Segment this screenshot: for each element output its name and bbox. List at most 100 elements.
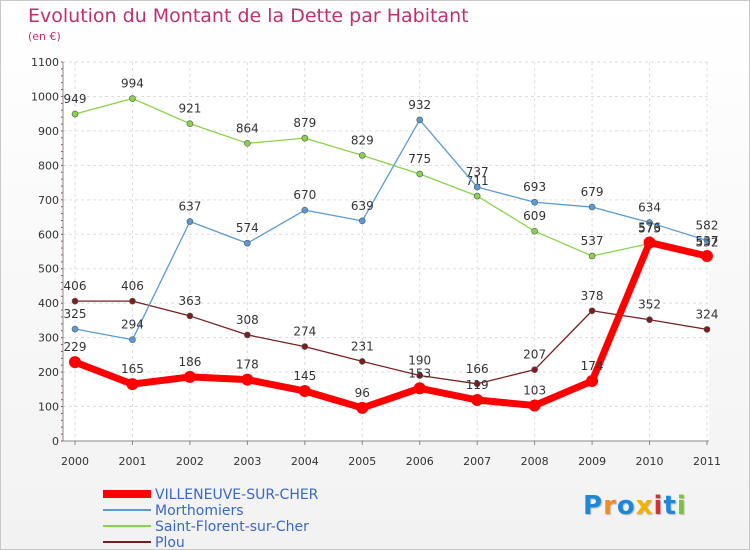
data-point-plou bbox=[186, 312, 194, 320]
data-label-morthomiers: 582 bbox=[696, 218, 719, 232]
data-point-morthomiers bbox=[416, 116, 424, 124]
data-label-villeneuve-sur-cher: 576 bbox=[638, 221, 661, 235]
x-tick-label: 2003 bbox=[233, 455, 261, 468]
data-point-plou bbox=[416, 372, 424, 379]
logo-letter: t bbox=[663, 491, 677, 521]
data-point-morthomiers bbox=[358, 217, 366, 225]
data-point-villeneuve-sur-cher bbox=[241, 373, 254, 386]
data-label-morthomiers: 679 bbox=[581, 185, 604, 199]
x-tick-label: 2004 bbox=[291, 455, 319, 468]
x-tick-label: 2005 bbox=[348, 455, 376, 468]
x-tick-label: 2009 bbox=[578, 455, 606, 468]
data-label-saint-florent-sur-cher: 864 bbox=[236, 121, 259, 135]
data-point-plou bbox=[703, 326, 711, 333]
y-tick-label: 1100 bbox=[31, 56, 59, 69]
data-label-plou: 363 bbox=[178, 294, 201, 308]
data-point-plou bbox=[71, 297, 79, 305]
data-point-villeneuve-sur-cher bbox=[643, 236, 656, 249]
data-label-saint-florent-sur-cher: 949 bbox=[64, 92, 87, 106]
data-label-plou: 406 bbox=[121, 279, 144, 293]
data-point-morthomiers bbox=[244, 239, 251, 247]
data-point-saint-florent-sur-cher bbox=[301, 134, 309, 142]
data-point-villeneuve-sur-cher bbox=[298, 385, 311, 398]
data-label-saint-florent-sur-cher: 775 bbox=[408, 152, 431, 166]
data-point-morthomiers bbox=[473, 183, 481, 191]
data-label-morthomiers: 574 bbox=[236, 221, 259, 235]
data-point-villeneuve-sur-cher bbox=[356, 401, 369, 414]
series-line-villeneuve-sur-cher bbox=[71, 239, 711, 412]
data-point-morthomiers bbox=[646, 219, 653, 226]
data-point-saint-florent-sur-cher bbox=[531, 227, 538, 235]
data-label-villeneuve-sur-cher: 537 bbox=[696, 234, 719, 248]
data-label-plou: 274 bbox=[293, 325, 316, 339]
data-point-villeneuve-sur-cher bbox=[586, 375, 599, 388]
logo-letter: P bbox=[583, 491, 604, 521]
logo-letter: x bbox=[635, 491, 654, 521]
data-point-morthomiers bbox=[129, 336, 136, 344]
data-point-villeneuve-sur-cher bbox=[126, 378, 139, 391]
data-label-plou: 231 bbox=[351, 339, 374, 353]
series-line-morthomiers bbox=[74, 119, 708, 341]
data-point-plou bbox=[531, 366, 538, 373]
data-point-plou bbox=[301, 343, 309, 350]
data-point-villeneuve-sur-cher bbox=[69, 356, 81, 369]
x-tick-label: 2000 bbox=[61, 455, 89, 468]
legend-label-plou: Plou bbox=[155, 535, 185, 549]
y-tick-label: 800 bbox=[38, 159, 59, 172]
logo-letter: o bbox=[616, 491, 636, 521]
data-label-villeneuve-sur-cher: 165 bbox=[121, 362, 144, 376]
x-tick-label: 2002 bbox=[176, 455, 204, 468]
data-point-saint-florent-sur-cher bbox=[416, 170, 424, 178]
y-tick-label: 300 bbox=[38, 332, 59, 345]
data-point-plou bbox=[473, 380, 481, 388]
data-label-morthomiers: 737 bbox=[466, 165, 489, 179]
x-tick-label: 2008 bbox=[521, 455, 549, 468]
data-point-plou bbox=[358, 358, 366, 365]
data-label-villeneuve-sur-cher: 229 bbox=[64, 340, 87, 354]
x-tick-label: 2006 bbox=[406, 455, 434, 468]
data-label-plou: 378 bbox=[581, 289, 604, 303]
y-tick-label: 700 bbox=[38, 194, 59, 207]
data-point-plou bbox=[129, 297, 136, 305]
data-point-saint-florent-sur-cher bbox=[588, 252, 596, 260]
data-label-plou: 406 bbox=[64, 279, 87, 293]
data-label-morthomiers: 634 bbox=[638, 201, 661, 215]
logo-letter: r bbox=[603, 491, 617, 521]
logo-letter: i bbox=[676, 491, 687, 521]
data-label-plou: 352 bbox=[638, 298, 661, 312]
data-label-saint-florent-sur-cher: 879 bbox=[293, 116, 316, 130]
y-tick-label: 200 bbox=[38, 366, 59, 379]
data-label-plou: 324 bbox=[696, 307, 719, 321]
data-label-plou: 308 bbox=[236, 313, 259, 327]
data-point-morthomiers bbox=[531, 198, 538, 206]
y-tick-label: 0 bbox=[52, 435, 59, 448]
y-tick-label: 400 bbox=[38, 297, 59, 310]
data-point-plou bbox=[646, 316, 653, 324]
data-point-morthomiers bbox=[71, 325, 79, 333]
y-tick-label: 900 bbox=[38, 125, 59, 138]
legend-label-villeneuve-sur-cher: VILLENEUVE-SUR-CHER bbox=[155, 487, 319, 503]
data-label-morthomiers: 637 bbox=[178, 200, 201, 214]
data-label-villeneuve-sur-cher: 153 bbox=[408, 366, 431, 380]
x-tick-label: 2010 bbox=[636, 455, 664, 468]
series-line-plou bbox=[74, 300, 708, 385]
data-label-villeneuve-sur-cher: 174 bbox=[581, 359, 604, 373]
logo-letter: i bbox=[653, 491, 664, 521]
series-line-saint-florent-sur-cher bbox=[74, 97, 708, 259]
data-label-villeneuve-sur-cher: 186 bbox=[178, 355, 201, 369]
x-tick-label: 2007 bbox=[463, 455, 491, 468]
data-label-plou: 166 bbox=[466, 362, 489, 376]
data-point-saint-florent-sur-cher bbox=[186, 120, 194, 127]
data-point-morthomiers bbox=[588, 203, 596, 211]
data-label-morthomiers: 294 bbox=[121, 318, 144, 332]
data-label-saint-florent-sur-cher: 994 bbox=[121, 77, 144, 91]
data-point-villeneuve-sur-cher bbox=[528, 399, 541, 412]
data-point-morthomiers bbox=[301, 206, 309, 214]
data-label-saint-florent-sur-cher: 609 bbox=[523, 209, 546, 223]
data-label-morthomiers: 693 bbox=[523, 180, 546, 194]
data-point-morthomiers bbox=[703, 237, 711, 244]
data-label-morthomiers: 670 bbox=[293, 188, 316, 202]
data-label-saint-florent-sur-cher: 829 bbox=[351, 133, 374, 147]
